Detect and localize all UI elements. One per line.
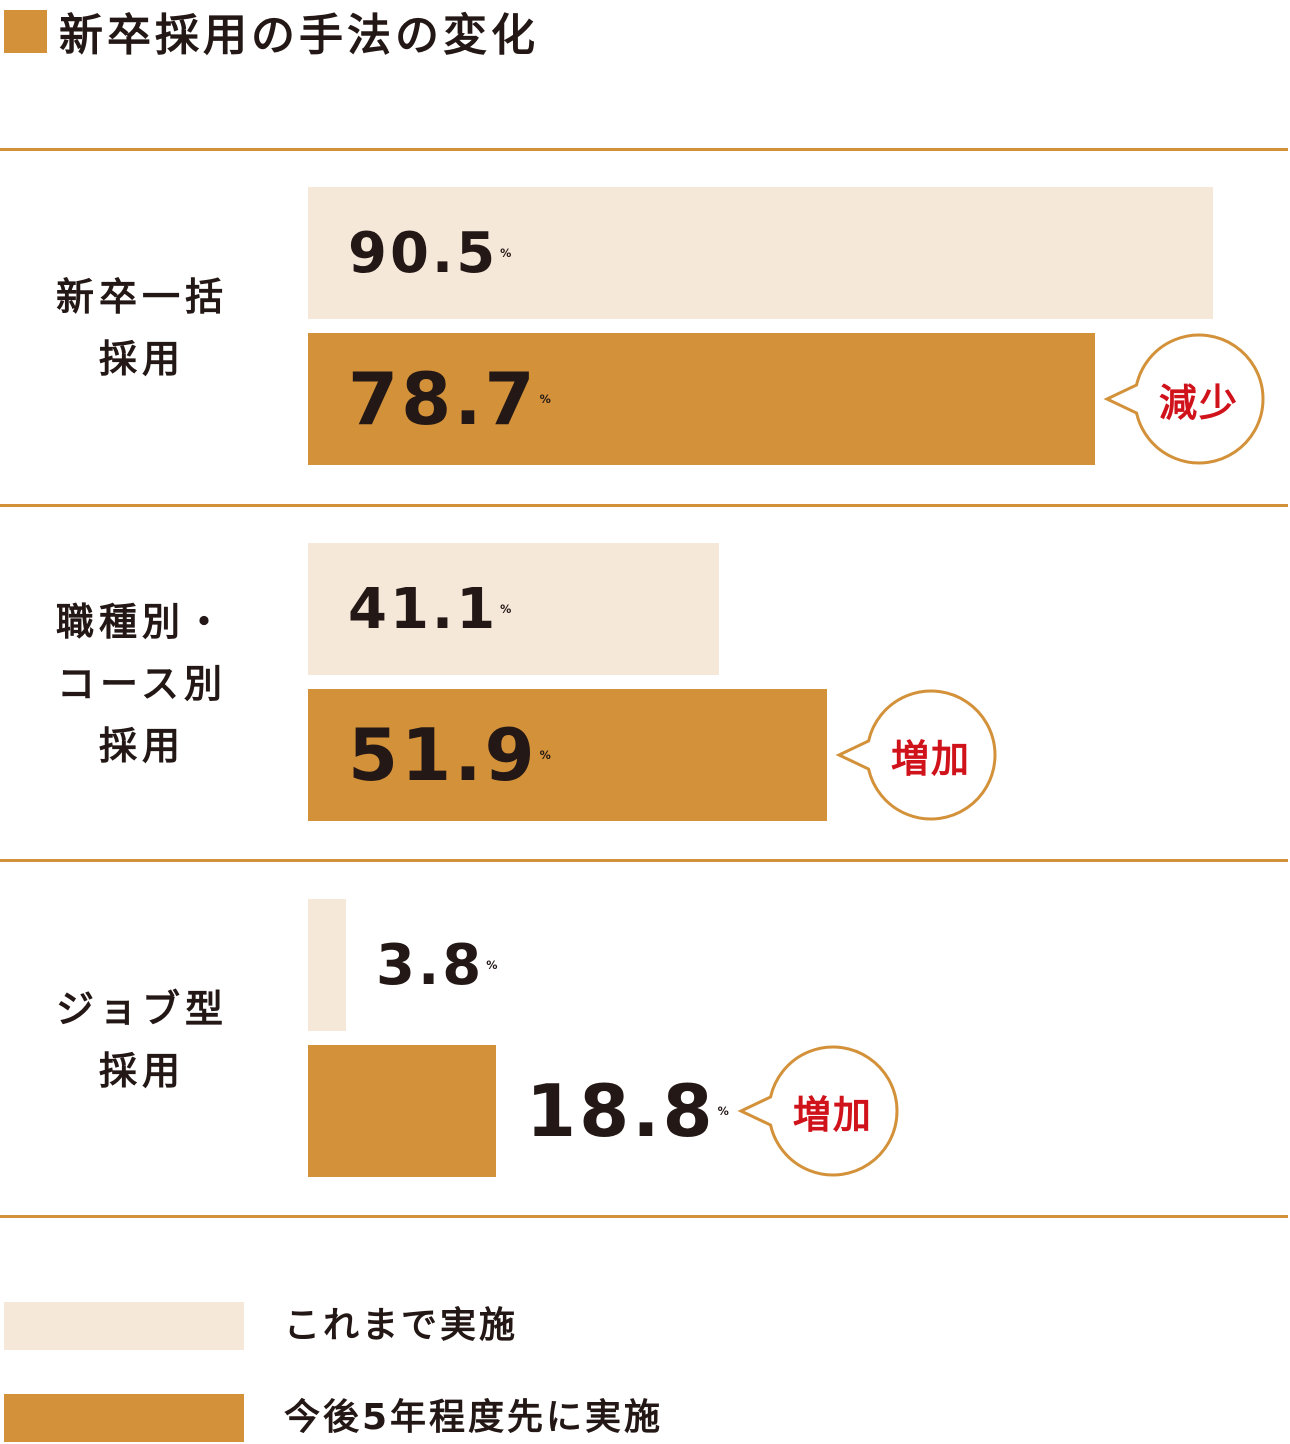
- divider-line: [0, 859, 1288, 862]
- category-label: 職種別・コース別採用: [18, 591, 266, 777]
- callout-bubble: [835, 689, 997, 821]
- category-label: 新卒一括 採用: [18, 266, 266, 390]
- category-label-line: 新卒一括: [55, 275, 228, 319]
- category-label-line: ジョブ型: [55, 987, 228, 1031]
- data-label: 18.8%: [526, 1045, 729, 1177]
- data-label-unit: %: [539, 392, 551, 406]
- callout-bubble-shape: [737, 1045, 899, 1177]
- category-label-line: 採用: [98, 337, 185, 381]
- data-label: 90.5%: [348, 187, 511, 319]
- data-label-unit: %: [486, 958, 498, 972]
- bar-previous: [308, 543, 719, 675]
- data-label-unit: %: [500, 602, 512, 616]
- callout-bubble-shape: [835, 689, 997, 821]
- chart-title-block: 新卒採用の手法の変化: [4, 6, 539, 61]
- bar-future: [308, 689, 827, 821]
- legend-label: これまで実施: [284, 1305, 519, 1346]
- data-label-value: 90.5: [348, 220, 499, 286]
- category-label-line: 職種別・: [55, 600, 228, 644]
- data-label-value: 51.9: [348, 713, 538, 797]
- legend-swatch-previous: [4, 1302, 244, 1350]
- callout-text: 減少: [1158, 380, 1239, 425]
- data-label-unit: %: [717, 1104, 729, 1118]
- category-label-line: コース別: [56, 662, 228, 706]
- data-label: 78.7%: [348, 333, 551, 465]
- category-label-line: 採用: [98, 1049, 185, 1093]
- bar-previous: [308, 187, 1213, 319]
- legend-label: 今後5年程度先に実施: [284, 1397, 664, 1438]
- category-label: ジョブ型 採用: [18, 978, 266, 1102]
- bar-previous: [308, 899, 346, 1031]
- data-label-value: 78.7: [348, 357, 538, 441]
- divider-line: [0, 504, 1288, 507]
- callout-bubble-shape: [1103, 333, 1265, 465]
- data-label: 51.9%: [348, 689, 551, 821]
- data-label-value: 3.8: [376, 932, 485, 998]
- data-label-value: 41.1: [348, 576, 499, 642]
- legend-swatch-future: [4, 1394, 244, 1442]
- chart-title: 新卒採用の手法の変化: [59, 10, 539, 61]
- callout-bubble: [737, 1045, 899, 1177]
- data-label: 41.1%: [348, 543, 511, 675]
- bar-future: [308, 1045, 496, 1177]
- divider-line: [0, 1215, 1288, 1218]
- data-label-unit: %: [539, 748, 551, 762]
- callout-text: 増加: [792, 1092, 873, 1137]
- data-label-value: 18.8: [526, 1069, 716, 1153]
- bar-future: [308, 333, 1095, 465]
- divider-line: [0, 148, 1288, 151]
- data-label-unit: %: [500, 246, 512, 260]
- title-square-icon: [4, 9, 47, 53]
- data-label: 3.8%: [376, 899, 497, 1031]
- callout-text: 増加: [890, 736, 971, 781]
- callout-bubble: [1103, 333, 1265, 465]
- category-label-line: 採用: [98, 724, 185, 768]
